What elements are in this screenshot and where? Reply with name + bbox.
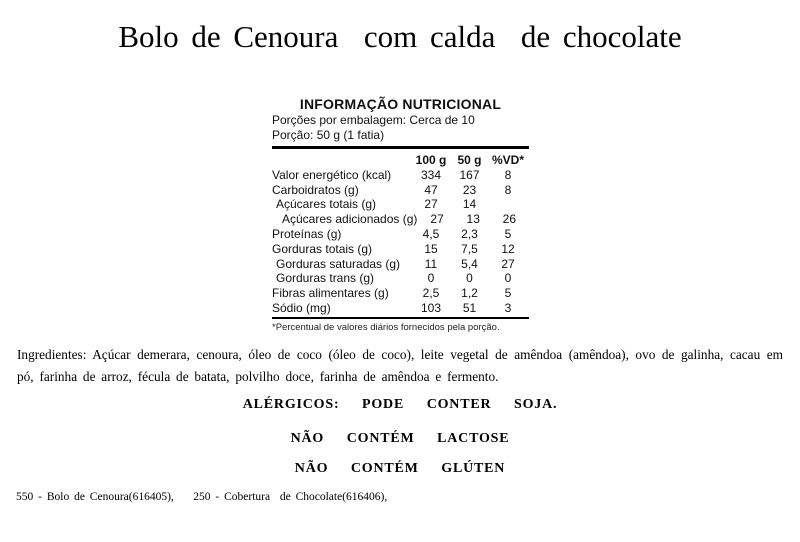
allergen-line-lactose: NÃO CONTÉM LACTOSE xyxy=(290,431,510,446)
row-value-vd: 8 xyxy=(504,167,512,182)
portion-size: Porção: 50 g (1 fatia) xyxy=(272,128,385,142)
nutrition-header: INFORMAÇÃO NUTRICIONAL xyxy=(299,96,502,112)
row-label: Valor energético (kcal) xyxy=(272,167,392,182)
top-rule xyxy=(272,146,529,149)
column-header-100g: 100 g xyxy=(415,153,447,167)
row-label: Fibras alimentares (g) xyxy=(272,286,389,301)
components-reference-line: 550 - Bolo de Cenoura(616405), 250 - Cob… xyxy=(16,491,388,503)
row-value-100g: 334 xyxy=(420,167,442,182)
table-row-total-sugars: Açúcares totais (g) 27 14 xyxy=(272,197,529,212)
row-value-100g: 47 xyxy=(424,182,438,197)
row-label: Carboidratos (g) xyxy=(272,182,359,197)
row-label: Gorduras saturadas (g) xyxy=(276,256,401,271)
page-title: Bolo de Cenoura com calda de chocolate xyxy=(118,19,682,54)
ingredients-paragraph: Ingredientes: Açúcar demerara, cenoura, … xyxy=(17,347,783,384)
table-row-fiber: Fibras alimentares (g) 2,5 1,2 5 xyxy=(272,286,529,301)
row-value-100g: 27 xyxy=(430,212,444,227)
row-value-50g: 14 xyxy=(462,197,477,212)
row-value-vd: 26 xyxy=(502,212,516,227)
row-value-vd: 5 xyxy=(504,286,512,301)
row-value-50g: 13 xyxy=(466,212,480,227)
row-value-50g: 0 xyxy=(466,271,473,286)
daily-values-footnote: *Percentual de valores diários fornecido… xyxy=(272,321,500,333)
row-value-vd: 3 xyxy=(504,300,512,315)
allergen-line-soy: ALÉRGICOS: PODE CONTER SOJA. xyxy=(242,397,558,412)
row-value-vd xyxy=(487,197,529,212)
row-value-50g: 51 xyxy=(462,300,477,315)
row-value-100g: 4,5 xyxy=(422,226,440,241)
table-row-carbs: Carboidratos (g) 47 23 8 xyxy=(272,183,529,198)
row-value-100g: 27 xyxy=(424,197,438,212)
row-value-100g: 0 xyxy=(427,271,435,286)
table-row-energy: Valor energético (kcal) 334 167 8 xyxy=(272,168,529,183)
row-value-50g: 1,2 xyxy=(461,286,478,301)
row-value-50g: 7,5 xyxy=(461,241,478,256)
row-value-50g: 167 xyxy=(459,167,480,182)
row-value-50g: 23 xyxy=(462,182,477,197)
column-header-vd: %VD* xyxy=(491,153,524,167)
servings-per-package: Porções por embalagem: Cerca de 10 xyxy=(272,113,475,127)
bottom-rule xyxy=(272,316,529,319)
row-value-vd: 12 xyxy=(501,241,515,256)
table-row-protein: Proteínas (g) 4,5 2,3 5 xyxy=(272,227,529,242)
table-row-sodium: Sódio (mg) 103 51 3 xyxy=(272,301,529,316)
row-value-100g: 11 xyxy=(424,256,438,271)
row-label: Açúcares totais (g) xyxy=(276,197,377,212)
allergen-line-gluten: NÃO CONTÉM GLÚTEN xyxy=(294,461,506,476)
row-label: Sódio (mg) xyxy=(272,300,331,315)
row-value-50g: 2,3 xyxy=(461,226,478,241)
row-value-vd: 8 xyxy=(504,182,512,197)
column-header-spacer xyxy=(272,153,410,168)
row-value-50g: 5,4 xyxy=(461,256,478,271)
row-label: Açúcares adicionados (g) xyxy=(282,212,418,227)
table-row-saturated-fat: Gorduras saturadas (g) 11 5,4 27 xyxy=(272,257,529,272)
row-value-100g: 103 xyxy=(420,300,442,315)
row-value-100g: 2,5 xyxy=(422,286,440,301)
table-row-added-sugars: Açúcares adicionados (g) 27 13 26 xyxy=(272,212,529,227)
table-row-total-fat: Gorduras totais (g) 15 7,5 12 xyxy=(272,242,529,257)
column-header-row: 100 g 50 g %VD* xyxy=(272,153,529,168)
row-label: Gorduras trans (g) xyxy=(276,271,375,286)
column-header-50g: 50 g xyxy=(457,153,482,167)
row-value-100g: 15 xyxy=(424,241,438,256)
nutrition-label: INFORMAÇÃO NUTRICIONAL Porções por embal… xyxy=(272,96,529,333)
row-label: Gorduras totais (g) xyxy=(272,241,373,256)
row-value-vd: 0 xyxy=(504,271,512,286)
row-value-vd: 5 xyxy=(504,226,512,241)
row-label: Proteínas (g) xyxy=(272,226,342,241)
table-row-trans-fat: Gorduras trans (g) 0 0 0 xyxy=(272,271,529,286)
row-value-vd: 27 xyxy=(501,256,515,271)
